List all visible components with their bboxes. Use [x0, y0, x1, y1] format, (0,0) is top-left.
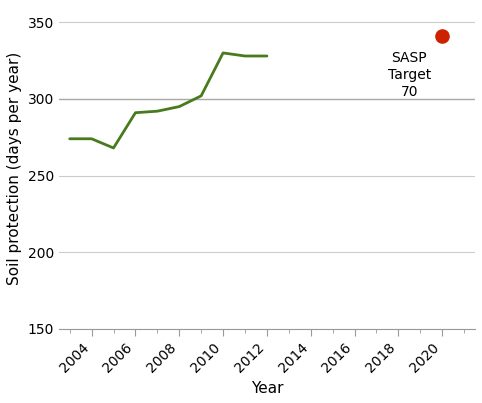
Text: Target: Target — [388, 68, 431, 82]
Point — [438, 33, 446, 39]
Y-axis label: Soil protection (days per year): Soil protection (days per year) — [7, 51, 22, 285]
X-axis label: Year: Year — [251, 381, 283, 396]
Text: SASP: SASP — [391, 52, 427, 65]
Text: 70: 70 — [401, 85, 418, 99]
